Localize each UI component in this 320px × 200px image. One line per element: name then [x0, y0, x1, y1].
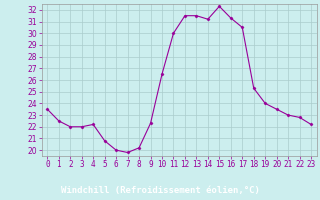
Text: Windchill (Refroidissement éolien,°C): Windchill (Refroidissement éolien,°C) [60, 186, 260, 195]
